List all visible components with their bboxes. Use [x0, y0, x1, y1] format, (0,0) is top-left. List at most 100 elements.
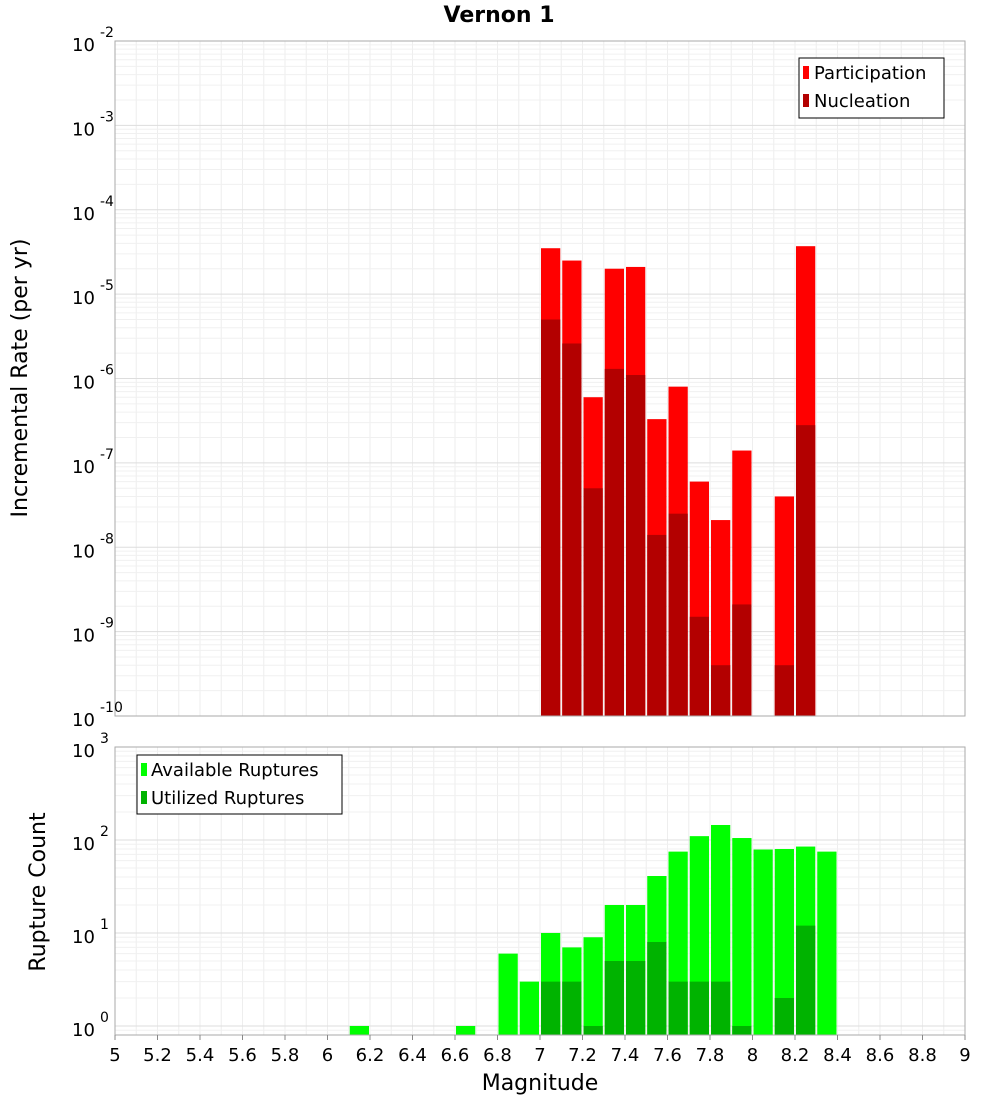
nucleation-bar [732, 604, 752, 716]
nucleation-bar [774, 665, 794, 716]
y-tick-label: 10 [72, 710, 95, 731]
x-tick-label: 5.8 [271, 1045, 300, 1066]
available-ruptures-bar [817, 851, 837, 1035]
available-ruptures-bar [519, 981, 539, 1035]
nucleation-bar [647, 534, 667, 716]
participation-legend-label: Participation [814, 63, 926, 84]
rate-panel: 10 -10 10 -9 10 -8 10 -7 10 -6 10 -5 10 -4 10 -3 10 -2 In… [8, 25, 966, 731]
y-tick-label: 10 [72, 834, 95, 855]
utilized-ruptures-bar [711, 981, 731, 1035]
y-tick-exponent: -9 [100, 616, 114, 632]
count-x-tick-labels: 5 5.2 5.4 5.6 5.8 6 6.2 6.4 6.6 6.8 7 7.2 7.4 7.6 7.8 8… [109, 1035, 971, 1066]
utilized-ruptures-bar [647, 942, 667, 1035]
available-ruptures-bar [583, 937, 603, 1035]
count-legend: Available Ruptures Utilized Ruptures [136, 754, 343, 815]
rate-bars [541, 246, 816, 717]
utilized-ruptures-bar [668, 981, 688, 1035]
x-tick-label: 9 [959, 1045, 970, 1066]
available-ruptures-bar [349, 1025, 369, 1035]
x-tick-label: 7.2 [568, 1045, 597, 1066]
y-tick-label: 10 [72, 626, 95, 647]
x-tick-label: 8.4 [823, 1045, 852, 1066]
x-tick-label: 6.6 [441, 1045, 470, 1066]
utilized-ruptures-bar [604, 960, 624, 1035]
x-tick-label: 7.6 [653, 1045, 682, 1066]
utilized-ruptures-bar [774, 997, 794, 1035]
available-ruptures-bar [774, 849, 794, 1035]
available-ruptures-bar [732, 838, 752, 1035]
x-tick-label: 7 [534, 1045, 545, 1066]
y-tick-label: 10 [72, 373, 95, 394]
x-tick-label: 5 [109, 1045, 120, 1066]
y-tick-label: 10 [72, 288, 95, 309]
nucleation-bar [541, 319, 561, 716]
utilized-ruptures-bar [689, 981, 709, 1035]
rate-y-tick-labels: 10 -10 10 -9 10 -8 10 -7 10 -6 10 -5 10 -4 10 -3 10 -2 [72, 25, 123, 731]
y-tick-exponent: 3 [100, 731, 109, 747]
chart-title: Vernon 1 [444, 3, 555, 28]
count-panel: 10 0 10 1 10 2 10 3 5 5.2 5.4 5.6 5.8 6 6.2 6.4 6.6 6.8 7… [26, 731, 971, 1096]
y-tick-exponent: 0 [100, 1010, 109, 1026]
utilized-ruptures-bar [541, 981, 561, 1035]
available-ruptures-bar [498, 953, 518, 1035]
utilized-ruptures-bar [732, 1025, 752, 1035]
participation-bar [774, 496, 794, 716]
utilized-legend-swatch [141, 791, 147, 804]
nucleation-bar [711, 665, 731, 716]
y-tick-label: 10 [72, 35, 95, 56]
y-tick-exponent: -7 [100, 447, 114, 463]
nucleation-legend-swatch [803, 94, 809, 107]
rate-legend: Participation Nucleation [798, 57, 945, 119]
x-tick-label: 7.8 [696, 1045, 725, 1066]
y-tick-label: 10 [72, 541, 95, 562]
rate-y-axis-title: Incremental Rate (per yr) [8, 239, 33, 518]
nucleation-bar [668, 513, 688, 716]
y-tick-exponent: -4 [100, 194, 114, 210]
y-tick-exponent: -5 [100, 278, 114, 294]
x-tick-label: 8.6 [866, 1045, 895, 1066]
y-tick-exponent: -2 [100, 25, 114, 41]
nucleation-legend-label: Nucleation [814, 91, 910, 112]
y-tick-exponent: -3 [100, 109, 114, 125]
participation-legend-swatch [803, 66, 809, 79]
rate-plot-border [114, 40, 966, 717]
y-tick-exponent: 1 [100, 917, 109, 933]
x-tick-label: 7.4 [611, 1045, 640, 1066]
y-tick-exponent: 2 [100, 824, 109, 840]
count-bars [349, 824, 837, 1035]
y-tick-label: 10 [72, 457, 95, 478]
utilized-ruptures-bar [562, 981, 582, 1035]
y-tick-label: 10 [72, 204, 95, 225]
x-tick-label: 8.8 [908, 1045, 937, 1066]
available-ruptures-bar [753, 849, 773, 1035]
x-axis-title: Magnitude [482, 1071, 599, 1096]
utilized-ruptures-bar [796, 925, 816, 1035]
available-legend-label: Available Ruptures [151, 760, 319, 781]
utilized-ruptures-bar [626, 960, 646, 1035]
x-tick-label: 5.2 [143, 1045, 172, 1066]
nucleation-bar [626, 375, 646, 716]
available-legend-swatch [141, 763, 147, 776]
x-tick-label: 5.4 [186, 1045, 215, 1066]
x-tick-label: 6.2 [356, 1045, 385, 1066]
x-tick-label: 5.6 [228, 1045, 257, 1066]
y-tick-label: 10 [72, 927, 95, 948]
x-tick-label: 8.2 [781, 1045, 810, 1066]
y-tick-label: 10 [72, 741, 95, 762]
y-tick-exponent: -10 [100, 700, 123, 716]
nucleation-bar [689, 616, 709, 716]
available-ruptures-bar [456, 1025, 476, 1035]
count-y-axis-title: Rupture Count [26, 812, 51, 972]
rate-legend-box [798, 57, 945, 119]
x-tick-label: 8 [747, 1045, 758, 1066]
y-tick-label: 10 [72, 1020, 95, 1041]
y-tick-label: 10 [72, 119, 95, 140]
utilized-ruptures-bar [583, 1025, 603, 1035]
x-tick-label: 6 [322, 1045, 333, 1066]
y-tick-exponent: -8 [100, 531, 114, 547]
rate-grid [115, 41, 965, 716]
nucleation-bar [562, 343, 582, 716]
count-y-tick-labels: 10 0 10 1 10 2 10 3 [72, 731, 109, 1041]
x-tick-label: 6.8 [483, 1045, 512, 1066]
